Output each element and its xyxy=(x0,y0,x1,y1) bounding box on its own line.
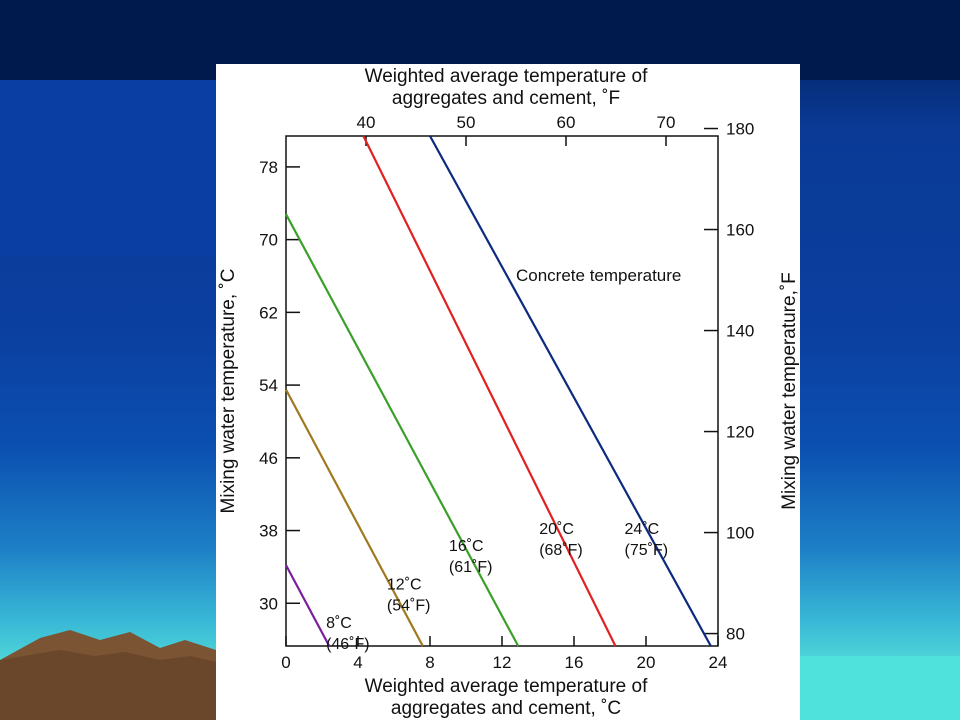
series-label-2: 12˚C xyxy=(387,577,422,594)
x-bottom-tick-label: 4 xyxy=(353,653,362,672)
x-bottom-tick-label: 20 xyxy=(637,653,656,672)
series-sublabel-1: (46˚F) xyxy=(326,636,370,653)
series-line-3 xyxy=(285,213,520,647)
plot-frame xyxy=(285,135,719,647)
series-sublabel-2: (54˚F) xyxy=(387,598,431,615)
series-label-3: 16˚C xyxy=(449,538,484,555)
y-left-tick-label: 70 xyxy=(259,231,278,250)
x-bottom-tick-label: 16 xyxy=(565,653,584,672)
series-line-5 xyxy=(429,135,712,647)
x-top-tick-label: 40 xyxy=(357,113,376,132)
y-left-tick-label: 78 xyxy=(259,158,278,177)
x-bottom-tick-label: 0 xyxy=(281,653,290,672)
decorative-panel xyxy=(0,80,216,256)
top-axis-title-line1: Weighted average temperature of xyxy=(365,66,648,87)
mountain-silhouette xyxy=(0,630,216,720)
x-top-tick-label: 50 xyxy=(457,113,476,132)
series-label-4: 20˚C xyxy=(539,521,574,538)
y-right-tick-label: 160 xyxy=(726,221,754,240)
x-bottom-tick-label: 8 xyxy=(425,653,434,672)
y-right-tick-label: 180 xyxy=(726,120,754,139)
y-left-tick-label: 62 xyxy=(259,303,278,322)
left-axis-title: Mixing water temperature, ˚C xyxy=(218,269,239,514)
series-label-1: 8˚C xyxy=(326,615,352,632)
y-left-tick-label: 30 xyxy=(259,594,278,613)
y-right-tick-label: 120 xyxy=(726,423,754,442)
y-right-tick-label: 100 xyxy=(726,524,754,543)
chart-svg: Weighted average temperature of aggregat… xyxy=(218,66,800,719)
x-top-tick-label: 70 xyxy=(657,113,676,132)
y-left-tick-label: 46 xyxy=(259,449,278,468)
concrete-temperature-annotation: Concrete temperature xyxy=(516,266,681,285)
series-labels-layer: 8˚C (46˚F) 12˚C (54˚F) 16˚C (61˚F) 20˚C (68˚F) 2… xyxy=(326,521,668,653)
y-right-tick-label: 140 xyxy=(726,322,754,341)
x-bottom-tick-label: 24 xyxy=(709,653,728,672)
series-sublabel-4: (68˚F) xyxy=(539,542,583,559)
chart-card: Weighted average temperature of aggregat… xyxy=(216,64,800,720)
top-axis-title-line2: aggregates and cement, ˚F xyxy=(392,88,620,109)
y-left-tick-label: 38 xyxy=(259,522,278,541)
series-line-2 xyxy=(285,389,424,647)
series-sublabel-3: (61˚F) xyxy=(449,559,493,576)
bottom-axis-title-line2: aggregates and cement, ˚C xyxy=(391,698,621,719)
y-left-tick-label: 54 xyxy=(259,376,278,395)
series-label-5: 24˚C xyxy=(625,521,660,538)
series-line-4 xyxy=(362,135,617,647)
series-line-1 xyxy=(285,564,331,647)
series-sublabel-5: (75˚F) xyxy=(625,542,669,559)
x-top-tick-label: 60 xyxy=(557,113,576,132)
ticks-layer: 0 4 8 12 16 20 24 40 50 60 70 30 38 46 54 62 70 78 80 100 12… xyxy=(259,113,754,672)
bottom-axis-title-line1: Weighted average temperature of xyxy=(365,676,648,697)
sea-strip xyxy=(800,656,960,720)
right-axis-title: Mixing water temperature,˚F xyxy=(779,272,800,510)
x-bottom-tick-label: 12 xyxy=(493,653,512,672)
y-right-tick-label: 80 xyxy=(726,625,745,644)
series-layer xyxy=(285,135,712,647)
